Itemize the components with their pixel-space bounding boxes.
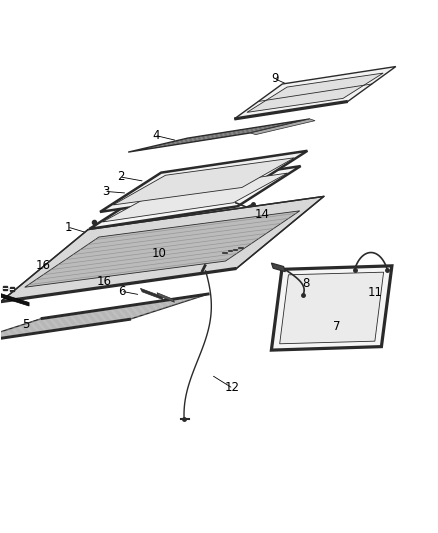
Polygon shape [89,166,300,229]
Polygon shape [141,288,163,300]
Polygon shape [247,73,383,112]
Polygon shape [25,211,300,287]
Polygon shape [1,197,324,302]
Polygon shape [113,158,294,205]
Polygon shape [157,293,174,302]
Text: 11: 11 [368,286,383,299]
Polygon shape [272,263,286,272]
Polygon shape [128,119,310,152]
Text: 14: 14 [254,208,269,221]
Text: 2: 2 [117,171,124,183]
Polygon shape [280,272,384,344]
Polygon shape [272,266,392,350]
Text: 6: 6 [118,285,126,298]
Polygon shape [0,293,29,306]
Text: 7: 7 [333,320,341,333]
Text: 16: 16 [97,275,112,288]
Polygon shape [234,67,396,119]
Polygon shape [0,294,208,344]
Polygon shape [102,173,288,222]
Polygon shape [100,151,307,212]
Text: 1: 1 [65,221,72,233]
Text: 10: 10 [151,247,166,260]
Text: 16: 16 [36,259,51,272]
Text: 8: 8 [302,277,309,289]
Text: 5: 5 [22,318,30,330]
Text: 3: 3 [102,185,109,198]
Polygon shape [251,119,315,135]
Text: 9: 9 [271,72,279,85]
Text: 12: 12 [225,382,240,394]
Text: 4: 4 [152,129,159,142]
